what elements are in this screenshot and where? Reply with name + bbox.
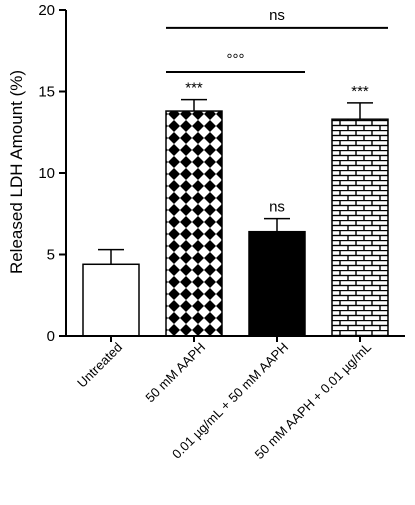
x-tick-label-0: Untreated xyxy=(74,340,125,391)
error-bars xyxy=(98,98,373,265)
bar-0 xyxy=(82,263,140,337)
y-tick-label-3: 15 xyxy=(38,84,55,101)
bar-label-2: ns xyxy=(269,199,285,216)
bar-1 xyxy=(165,110,223,337)
y-tick-label-1: 5 xyxy=(47,247,55,264)
y-axis: 0 5 10 15 20 xyxy=(38,2,67,345)
y-axis-title: Released LDH Amount (%) xyxy=(7,70,26,274)
y-tick-label-2: 10 xyxy=(38,165,55,182)
comparison-brackets: ns °°° xyxy=(166,7,388,73)
y-tick-label-0: 0 xyxy=(47,328,55,345)
bracket-label-1: °°° xyxy=(227,51,245,68)
bar-label-3: *** xyxy=(351,83,369,100)
bar-label-1: *** xyxy=(185,80,203,97)
bar-2 xyxy=(248,230,306,337)
y-tick-label-4: 20 xyxy=(38,2,55,19)
bar-3 xyxy=(331,118,389,337)
bars xyxy=(82,110,389,337)
x-tick-label-1: 50 mM AAPH xyxy=(142,340,208,406)
bracket-label-0: ns xyxy=(269,7,285,24)
bar-significance-labels: *** ns *** xyxy=(185,80,369,216)
